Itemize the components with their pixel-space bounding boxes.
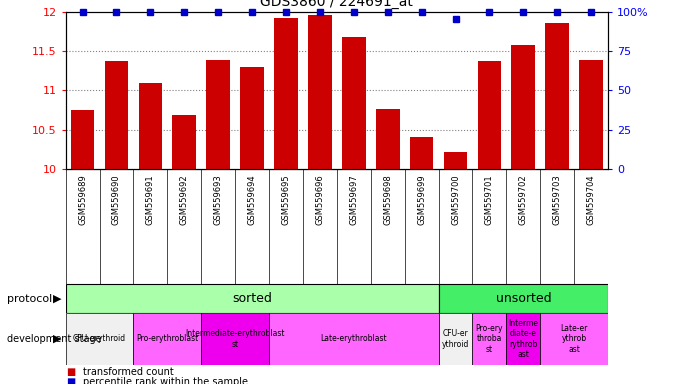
Text: unsorted: unsorted (495, 292, 551, 305)
Bar (540, 313, 608, 365)
Text: GSM559704: GSM559704 (587, 175, 596, 225)
Text: Pro-ery
throba
st: Pro-ery throba st (475, 324, 503, 354)
Bar (207, 60, 230, 169)
Bar (444, 152, 467, 169)
Text: CFU-erythroid: CFU-erythroid (73, 334, 126, 343)
Text: sorted: sorted (232, 292, 272, 305)
Text: ■: ■ (66, 377, 75, 384)
Text: GSM559695: GSM559695 (281, 175, 290, 225)
Bar (138, 83, 162, 169)
Text: development stage: development stage (7, 334, 102, 344)
Text: GSM559694: GSM559694 (247, 175, 256, 225)
Bar (342, 38, 366, 169)
Text: GSM559701: GSM559701 (485, 175, 494, 225)
Text: GSM559689: GSM559689 (78, 175, 87, 225)
Text: GSM559703: GSM559703 (553, 175, 562, 225)
Text: protocol: protocol (7, 293, 52, 304)
Text: Late-erythroblast: Late-erythroblast (321, 334, 387, 343)
Text: Pro-erythroblast: Pro-erythroblast (136, 334, 198, 343)
Text: GSM559699: GSM559699 (417, 175, 426, 225)
Bar (240, 67, 264, 169)
Text: GSM559690: GSM559690 (112, 175, 121, 225)
Text: percentile rank within the sample: percentile rank within the sample (83, 377, 248, 384)
Bar (201, 313, 269, 365)
Bar (104, 61, 129, 169)
Bar (579, 60, 603, 169)
Bar (66, 284, 439, 313)
Text: ▶: ▶ (53, 334, 61, 344)
Bar (410, 137, 433, 169)
Text: GSM559702: GSM559702 (519, 175, 528, 225)
Text: GSM559693: GSM559693 (214, 175, 223, 225)
Bar (274, 18, 298, 169)
Bar (439, 284, 608, 313)
Text: Intermediate-erythroblast
st: Intermediate-erythroblast st (185, 329, 285, 349)
Text: Interme
diate-e
rythrob
ast: Interme diate-e rythrob ast (509, 319, 538, 359)
Bar (308, 15, 332, 169)
Text: Late-er
ythrob
ast: Late-er ythrob ast (560, 324, 588, 354)
Bar (173, 116, 196, 169)
Bar (507, 313, 540, 365)
Text: ▶: ▶ (53, 293, 61, 304)
Text: GSM559691: GSM559691 (146, 175, 155, 225)
Bar (66, 313, 133, 365)
Bar (473, 313, 507, 365)
Bar (477, 61, 501, 169)
Bar (439, 313, 473, 365)
Bar (376, 109, 399, 169)
Bar (511, 45, 536, 169)
Text: GSM559696: GSM559696 (315, 175, 324, 225)
Bar (70, 110, 95, 169)
Text: GSM559698: GSM559698 (384, 175, 392, 225)
Text: CFU-er
ythroid: CFU-er ythroid (442, 329, 469, 349)
Text: transformed count: transformed count (83, 367, 173, 377)
Text: GSM559692: GSM559692 (180, 175, 189, 225)
Bar (269, 313, 439, 365)
Bar (545, 23, 569, 169)
Title: GDS3860 / 224691_at: GDS3860 / 224691_at (261, 0, 413, 9)
Text: GSM559697: GSM559697 (350, 175, 359, 225)
Bar (133, 313, 201, 365)
Text: GSM559700: GSM559700 (451, 175, 460, 225)
Text: ■: ■ (66, 367, 75, 377)
